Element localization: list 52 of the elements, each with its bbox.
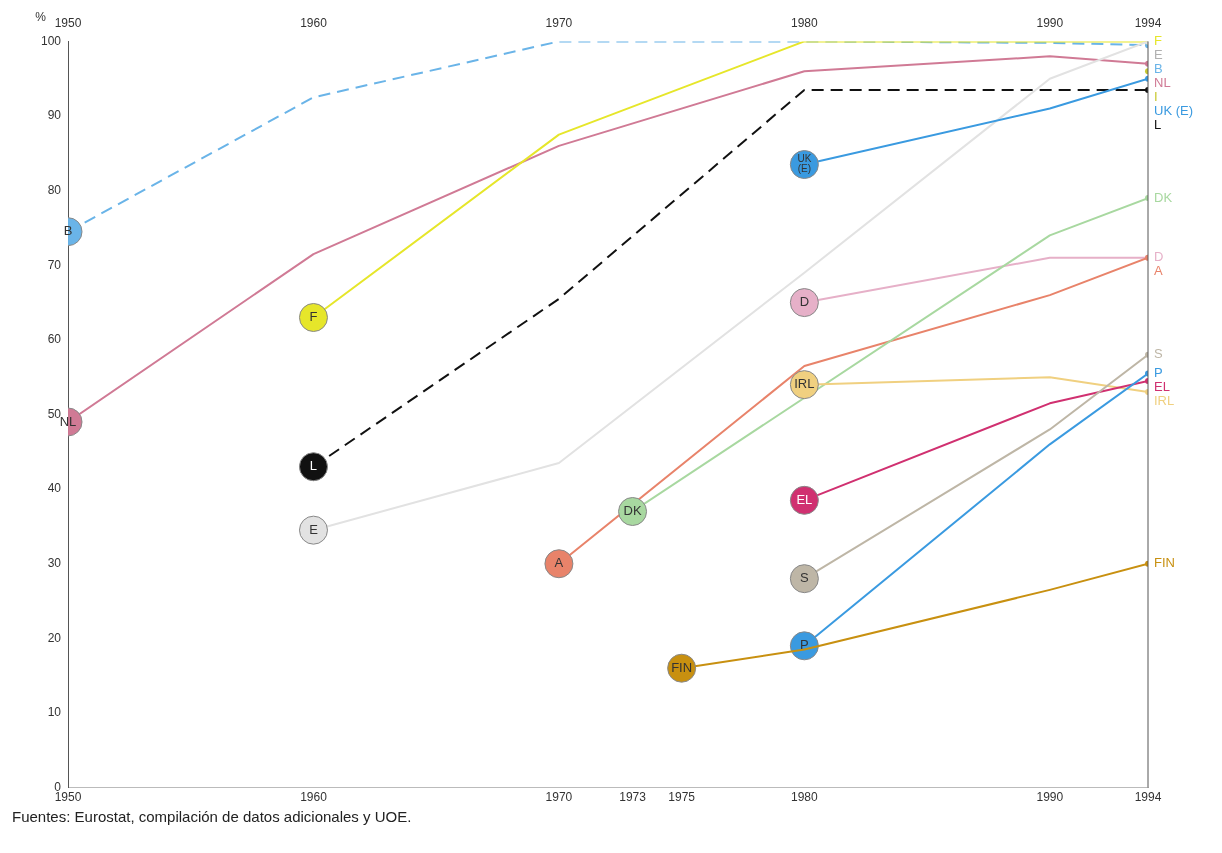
y-tick-label: 20 bbox=[47, 630, 62, 645]
x-tick-label: 1994 bbox=[1134, 790, 1162, 805]
series-label: S bbox=[800, 570, 810, 586]
y-tick-label: 30 bbox=[47, 556, 62, 571]
text: F bbox=[1154, 32, 1162, 48]
y-tick-label: 80 bbox=[47, 182, 62, 197]
series-label: P bbox=[800, 637, 809, 653]
x2-tick-label: 1950 bbox=[54, 15, 82, 30]
x-tick-label: 1970 bbox=[545, 790, 573, 805]
text: IRL bbox=[1154, 393, 1175, 409]
y-axis-title: % bbox=[35, 9, 47, 24]
y-tick-label: 100 bbox=[40, 33, 62, 48]
text: EL bbox=[1154, 379, 1170, 395]
y-tick-label: 50 bbox=[47, 406, 62, 421]
x2-tick-label: 1970 bbox=[545, 15, 573, 30]
x-tick-label: 1960 bbox=[300, 790, 328, 805]
text: L bbox=[1154, 116, 1162, 132]
text: D bbox=[1154, 249, 1164, 265]
text: E bbox=[1154, 46, 1163, 62]
x2-tick-label: 1990 bbox=[1036, 15, 1064, 30]
series-label: FIN bbox=[671, 659, 693, 675]
y-tick-label: 40 bbox=[47, 481, 62, 496]
y-tick-label: 70 bbox=[47, 257, 62, 272]
y-tick-label: 60 bbox=[47, 332, 62, 347]
x-tick-label: 1980 bbox=[791, 790, 819, 805]
x-tick-label: 1973 bbox=[619, 790, 647, 805]
source-note: Fuentes: Eurostat, compilación de datos adicionales y UOE. bbox=[12, 808, 413, 825]
y-tick-label: 90 bbox=[47, 108, 62, 123]
series-label: A bbox=[554, 555, 564, 571]
x-tick-label: 1990 bbox=[1036, 790, 1064, 805]
text: NL bbox=[1154, 74, 1171, 90]
text: S bbox=[1154, 346, 1163, 362]
series-label: I bbox=[1154, 88, 1158, 104]
x-tick-label: 1975 bbox=[668, 790, 696, 805]
y-tick-label: 10 bbox=[47, 705, 62, 720]
series-label: EL bbox=[796, 491, 813, 507]
x2-tick-label: 1994 bbox=[1134, 15, 1162, 30]
text: UK (E) bbox=[1154, 102, 1193, 118]
series-label: L bbox=[309, 458, 318, 474]
text: B bbox=[1154, 60, 1163, 76]
series-label: F bbox=[309, 309, 318, 325]
series-label: D bbox=[799, 294, 810, 310]
text: P bbox=[1154, 365, 1163, 381]
text: FIN bbox=[1154, 555, 1175, 571]
series-label: IRL bbox=[794, 376, 815, 392]
series-label: E bbox=[309, 521, 319, 537]
text: A bbox=[1154, 263, 1163, 279]
text: DK bbox=[1154, 189, 1173, 205]
series-label: UK (E) bbox=[797, 153, 812, 175]
x2-tick-label: 1960 bbox=[300, 15, 328, 30]
series-label: DK bbox=[623, 503, 642, 519]
x2-tick-label: 1980 bbox=[791, 15, 819, 30]
